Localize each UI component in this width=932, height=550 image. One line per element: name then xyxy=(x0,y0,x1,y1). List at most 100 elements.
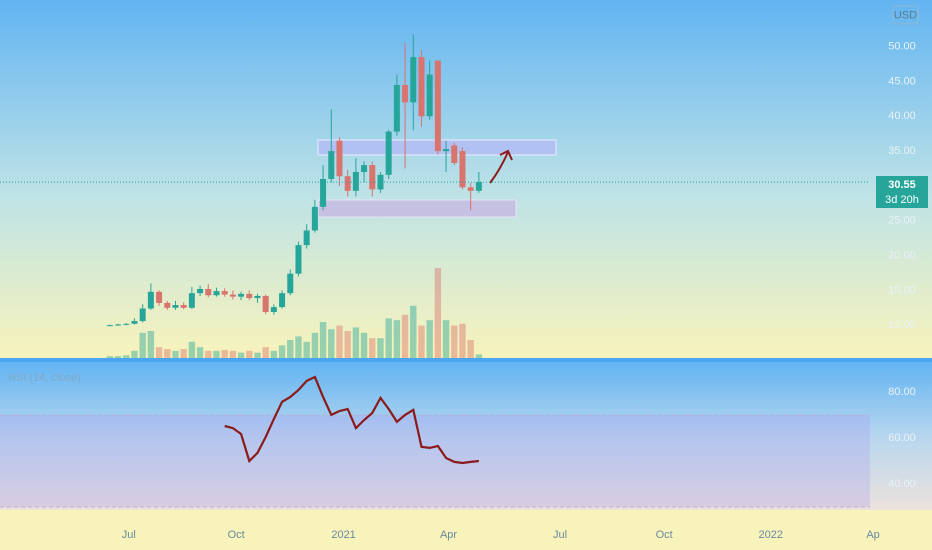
y-tick-label: 80.00 xyxy=(888,386,916,398)
candle-body xyxy=(475,182,482,191)
volume-bar xyxy=(106,356,114,358)
volume-bar xyxy=(172,350,179,358)
volume-bar xyxy=(147,331,155,358)
last-price-box xyxy=(876,176,928,208)
candle-body xyxy=(238,293,245,297)
candle-body xyxy=(418,57,425,117)
candle-body xyxy=(443,149,450,152)
candle-body xyxy=(467,187,474,191)
candle-body xyxy=(139,308,146,322)
candle-body xyxy=(451,145,458,163)
candle-body xyxy=(164,302,171,308)
candle-body xyxy=(246,293,253,299)
y-tick-label: 35.00 xyxy=(888,145,916,157)
candle-body xyxy=(328,151,335,179)
arrow-annotation xyxy=(489,149,513,184)
candle-body xyxy=(221,291,228,295)
candle-body xyxy=(180,305,187,308)
candle-body xyxy=(279,293,286,308)
volume-bar xyxy=(164,349,171,358)
volume-bar xyxy=(123,355,130,358)
volume-bar xyxy=(139,332,146,358)
candle-body xyxy=(336,140,343,177)
y-tick-label: 15.00 xyxy=(888,284,916,296)
volume-bar xyxy=(131,350,138,358)
volume-bar xyxy=(262,347,269,358)
candle-body xyxy=(344,176,351,191)
candle-body xyxy=(303,230,310,246)
volume-bar xyxy=(303,341,310,358)
x-tick-label: Apr xyxy=(440,529,457,541)
candle-body xyxy=(459,151,466,188)
volume-bar xyxy=(410,305,417,358)
y-tick-label: 40.00 xyxy=(888,110,916,122)
time-labels: Jul Oct 2021 Apr Jul Oct 2022 Apr xyxy=(122,529,883,541)
volume-bar xyxy=(393,320,401,358)
candle-body xyxy=(434,60,441,152)
candle-body xyxy=(369,165,376,190)
volume-bar xyxy=(434,268,442,358)
x-tick-label: Oct xyxy=(228,529,245,541)
y-tick-label: 10.00 xyxy=(888,319,916,331)
rsi-title: RSI (14, close) xyxy=(8,372,81,384)
pane-separator xyxy=(0,358,932,362)
volume-bar xyxy=(246,350,253,358)
candle-body xyxy=(262,295,269,312)
candle-body xyxy=(393,84,400,132)
volume-bar xyxy=(418,325,425,358)
candle-body xyxy=(197,288,204,294)
volume-bar xyxy=(467,340,474,358)
volume-bar xyxy=(278,345,286,358)
volume-bar xyxy=(426,320,433,358)
y-tick-label: 50.00 xyxy=(888,41,916,53)
y-tick-label: 25.00 xyxy=(888,215,916,227)
volume-bar xyxy=(459,323,466,358)
candle-body xyxy=(410,57,417,103)
volume-bar xyxy=(344,331,351,358)
candle-body xyxy=(156,291,163,303)
volume-bar xyxy=(155,347,163,358)
volume-bar xyxy=(377,338,384,358)
candle-body xyxy=(123,323,130,325)
volume-bar xyxy=(270,350,278,358)
rsi-pane xyxy=(0,362,932,510)
volume-bar xyxy=(237,352,245,358)
candle-body xyxy=(115,324,122,326)
x-tick-label: Apr xyxy=(866,529,883,541)
time-axis xyxy=(0,510,932,550)
x-tick-label: 2021 xyxy=(331,529,355,541)
volume-bar xyxy=(311,332,319,358)
volume-bar xyxy=(442,320,450,358)
candle-body xyxy=(287,273,294,294)
candle-body xyxy=(270,307,277,312)
volume-bar xyxy=(254,352,261,358)
candle-body xyxy=(106,325,113,327)
volume-bar xyxy=(360,332,368,358)
candle-body xyxy=(205,288,212,296)
candle-body xyxy=(426,74,433,117)
rsi-line xyxy=(224,375,480,465)
candle-body xyxy=(385,131,392,175)
candle-body xyxy=(352,172,359,191)
volume-bar xyxy=(352,327,360,358)
candle-body xyxy=(311,206,318,231)
candle-body xyxy=(377,174,384,190)
countdown: 3d 20h xyxy=(885,194,919,206)
support-zone xyxy=(317,199,517,218)
volume-bar xyxy=(196,347,204,358)
main-pane xyxy=(0,0,932,358)
x-tick-label: 2022 xyxy=(759,529,783,541)
y-tick-label: 20.00 xyxy=(888,249,916,261)
volume-bar xyxy=(221,349,228,358)
rsi-band xyxy=(0,414,870,508)
y-tick-label: 60.00 xyxy=(888,432,916,444)
volume-bar xyxy=(475,354,483,358)
volume-bar xyxy=(451,325,458,358)
x-tick-label: Jul xyxy=(553,529,567,541)
volume-bar xyxy=(114,356,122,358)
candle-body xyxy=(254,295,261,299)
last-price: 30.55 xyxy=(888,179,916,191)
volume-bar xyxy=(336,325,343,358)
x-tick-label: Jul xyxy=(122,529,136,541)
